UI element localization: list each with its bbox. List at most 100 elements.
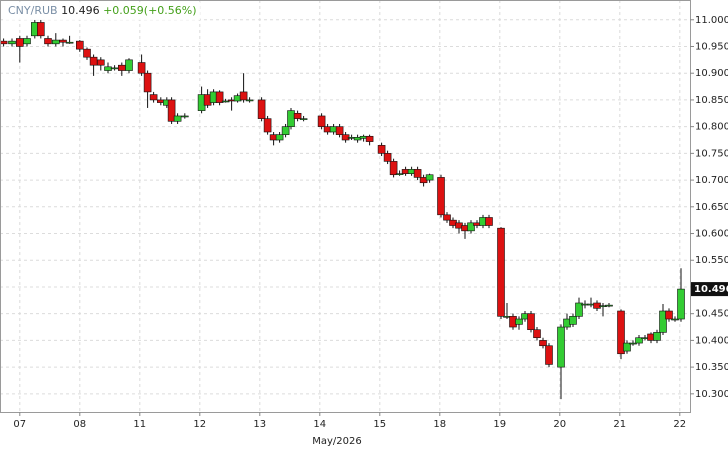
candle-body (395, 173, 404, 175)
candle-body (44, 38, 52, 45)
candle-body (317, 115, 326, 127)
candle-body (257, 99, 266, 119)
candle-body (51, 39, 60, 45)
candle-body (665, 310, 673, 320)
candle-body (617, 310, 625, 355)
x-tick-label: 18 (433, 419, 446, 430)
candle-body (293, 112, 302, 119)
candle-body (215, 91, 224, 103)
x-tick-label: 14 (313, 419, 326, 430)
candle-body (467, 222, 475, 232)
candle-body (437, 177, 445, 216)
x-tick-label: 19 (493, 419, 506, 430)
candle-body (335, 126, 344, 135)
x-tick-label: 11 (133, 419, 146, 430)
candle-body (239, 91, 248, 101)
candle-body (659, 310, 667, 333)
candle-body (383, 153, 392, 162)
candle-body (425, 174, 434, 181)
candle-body (539, 340, 547, 347)
candle-body (173, 115, 182, 122)
y-tick-label: 10.650 (695, 202, 728, 213)
candle-body (677, 288, 685, 320)
candle-body (167, 99, 176, 122)
candle-body (497, 227, 505, 317)
change: +0.059(+0.56%) (103, 4, 196, 17)
candle-body (377, 145, 386, 154)
candle-body (118, 64, 126, 71)
candle-body (89, 56, 98, 66)
x-tick-label: 07 (13, 419, 26, 430)
candle-body (97, 59, 105, 66)
candle-body (76, 40, 84, 50)
candle-body (281, 126, 290, 135)
y-tick-label: 10.400 (695, 335, 728, 346)
candle-body (125, 59, 133, 71)
candle-body (575, 302, 583, 317)
candle-body (65, 41, 74, 44)
x-tick-label: 08 (73, 419, 86, 430)
candle-body (104, 66, 112, 71)
candle-body (569, 316, 577, 325)
candle-body (263, 118, 272, 133)
candle-body (623, 342, 631, 352)
last-price-flag (691, 282, 728, 297)
candle-body (299, 118, 308, 120)
y-tick-label: 10.450 (695, 309, 728, 320)
candle-body (110, 67, 119, 70)
x-axis-label: May/2026 (312, 436, 362, 447)
candle-body (671, 318, 679, 321)
y-tick-label: 10.750 (695, 148, 728, 159)
candle-body (485, 217, 493, 226)
last-price-label: 10.496 (694, 284, 728, 295)
candle-body (389, 161, 398, 176)
candle-body (287, 110, 295, 127)
candle-body (275, 134, 284, 141)
y-tick-label: 10.950 (695, 41, 728, 52)
y-tick-label: 10.600 (695, 229, 728, 240)
candle-body (23, 38, 31, 45)
x-tick-label: 13 (253, 419, 266, 430)
candle-body (413, 169, 422, 178)
x-tick-label: 22 (673, 419, 686, 430)
candle-body (245, 99, 254, 102)
candle-body (143, 72, 152, 93)
y-tick-label: 11.000 (695, 15, 728, 26)
candle-body (527, 313, 535, 331)
x-tick-label: 15 (373, 419, 386, 430)
candle-body (221, 100, 230, 103)
header: CNY/RUB 10.496 +0.059(+0.56%) (8, 4, 197, 17)
y-tick-label: 10.850 (695, 95, 728, 106)
candle-body (365, 135, 374, 142)
candle-body (653, 332, 661, 341)
candle-body (443, 214, 451, 221)
x-tick-label: 12 (193, 419, 206, 430)
x-tick-label: 20 (553, 419, 566, 430)
header-bg (4, 2, 200, 20)
symbol: CNY/RUB (8, 4, 58, 17)
y-tick-label: 10.800 (695, 122, 728, 133)
candle-body (533, 329, 541, 339)
x-tick-label: 21 (613, 419, 626, 430)
y-tick-label: 10.350 (695, 362, 728, 373)
y-tick-label: 10.900 (695, 68, 728, 79)
y-tick-label: 10.300 (695, 389, 728, 400)
candle-body (59, 39, 67, 43)
candle-body (137, 62, 146, 74)
candle-body (15, 38, 24, 47)
candle-body (149, 94, 158, 101)
candle-body (83, 48, 91, 58)
y-tick-label: 10.550 (695, 255, 728, 266)
candle-body (629, 342, 637, 345)
candle-body (515, 318, 523, 325)
last-price: 10.496 (61, 4, 100, 17)
candle-body (8, 40, 16, 45)
candle-body (635, 337, 643, 344)
y-tick-label: 10.700 (695, 175, 728, 186)
candle-body (0, 40, 8, 45)
candle-body (545, 345, 553, 365)
candle-body (181, 115, 189, 118)
candle-body (36, 22, 45, 37)
